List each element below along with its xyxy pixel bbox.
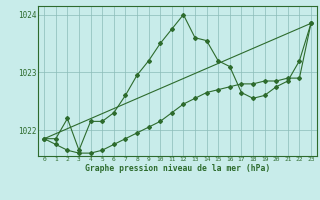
X-axis label: Graphe pression niveau de la mer (hPa): Graphe pression niveau de la mer (hPa) [85, 164, 270, 173]
